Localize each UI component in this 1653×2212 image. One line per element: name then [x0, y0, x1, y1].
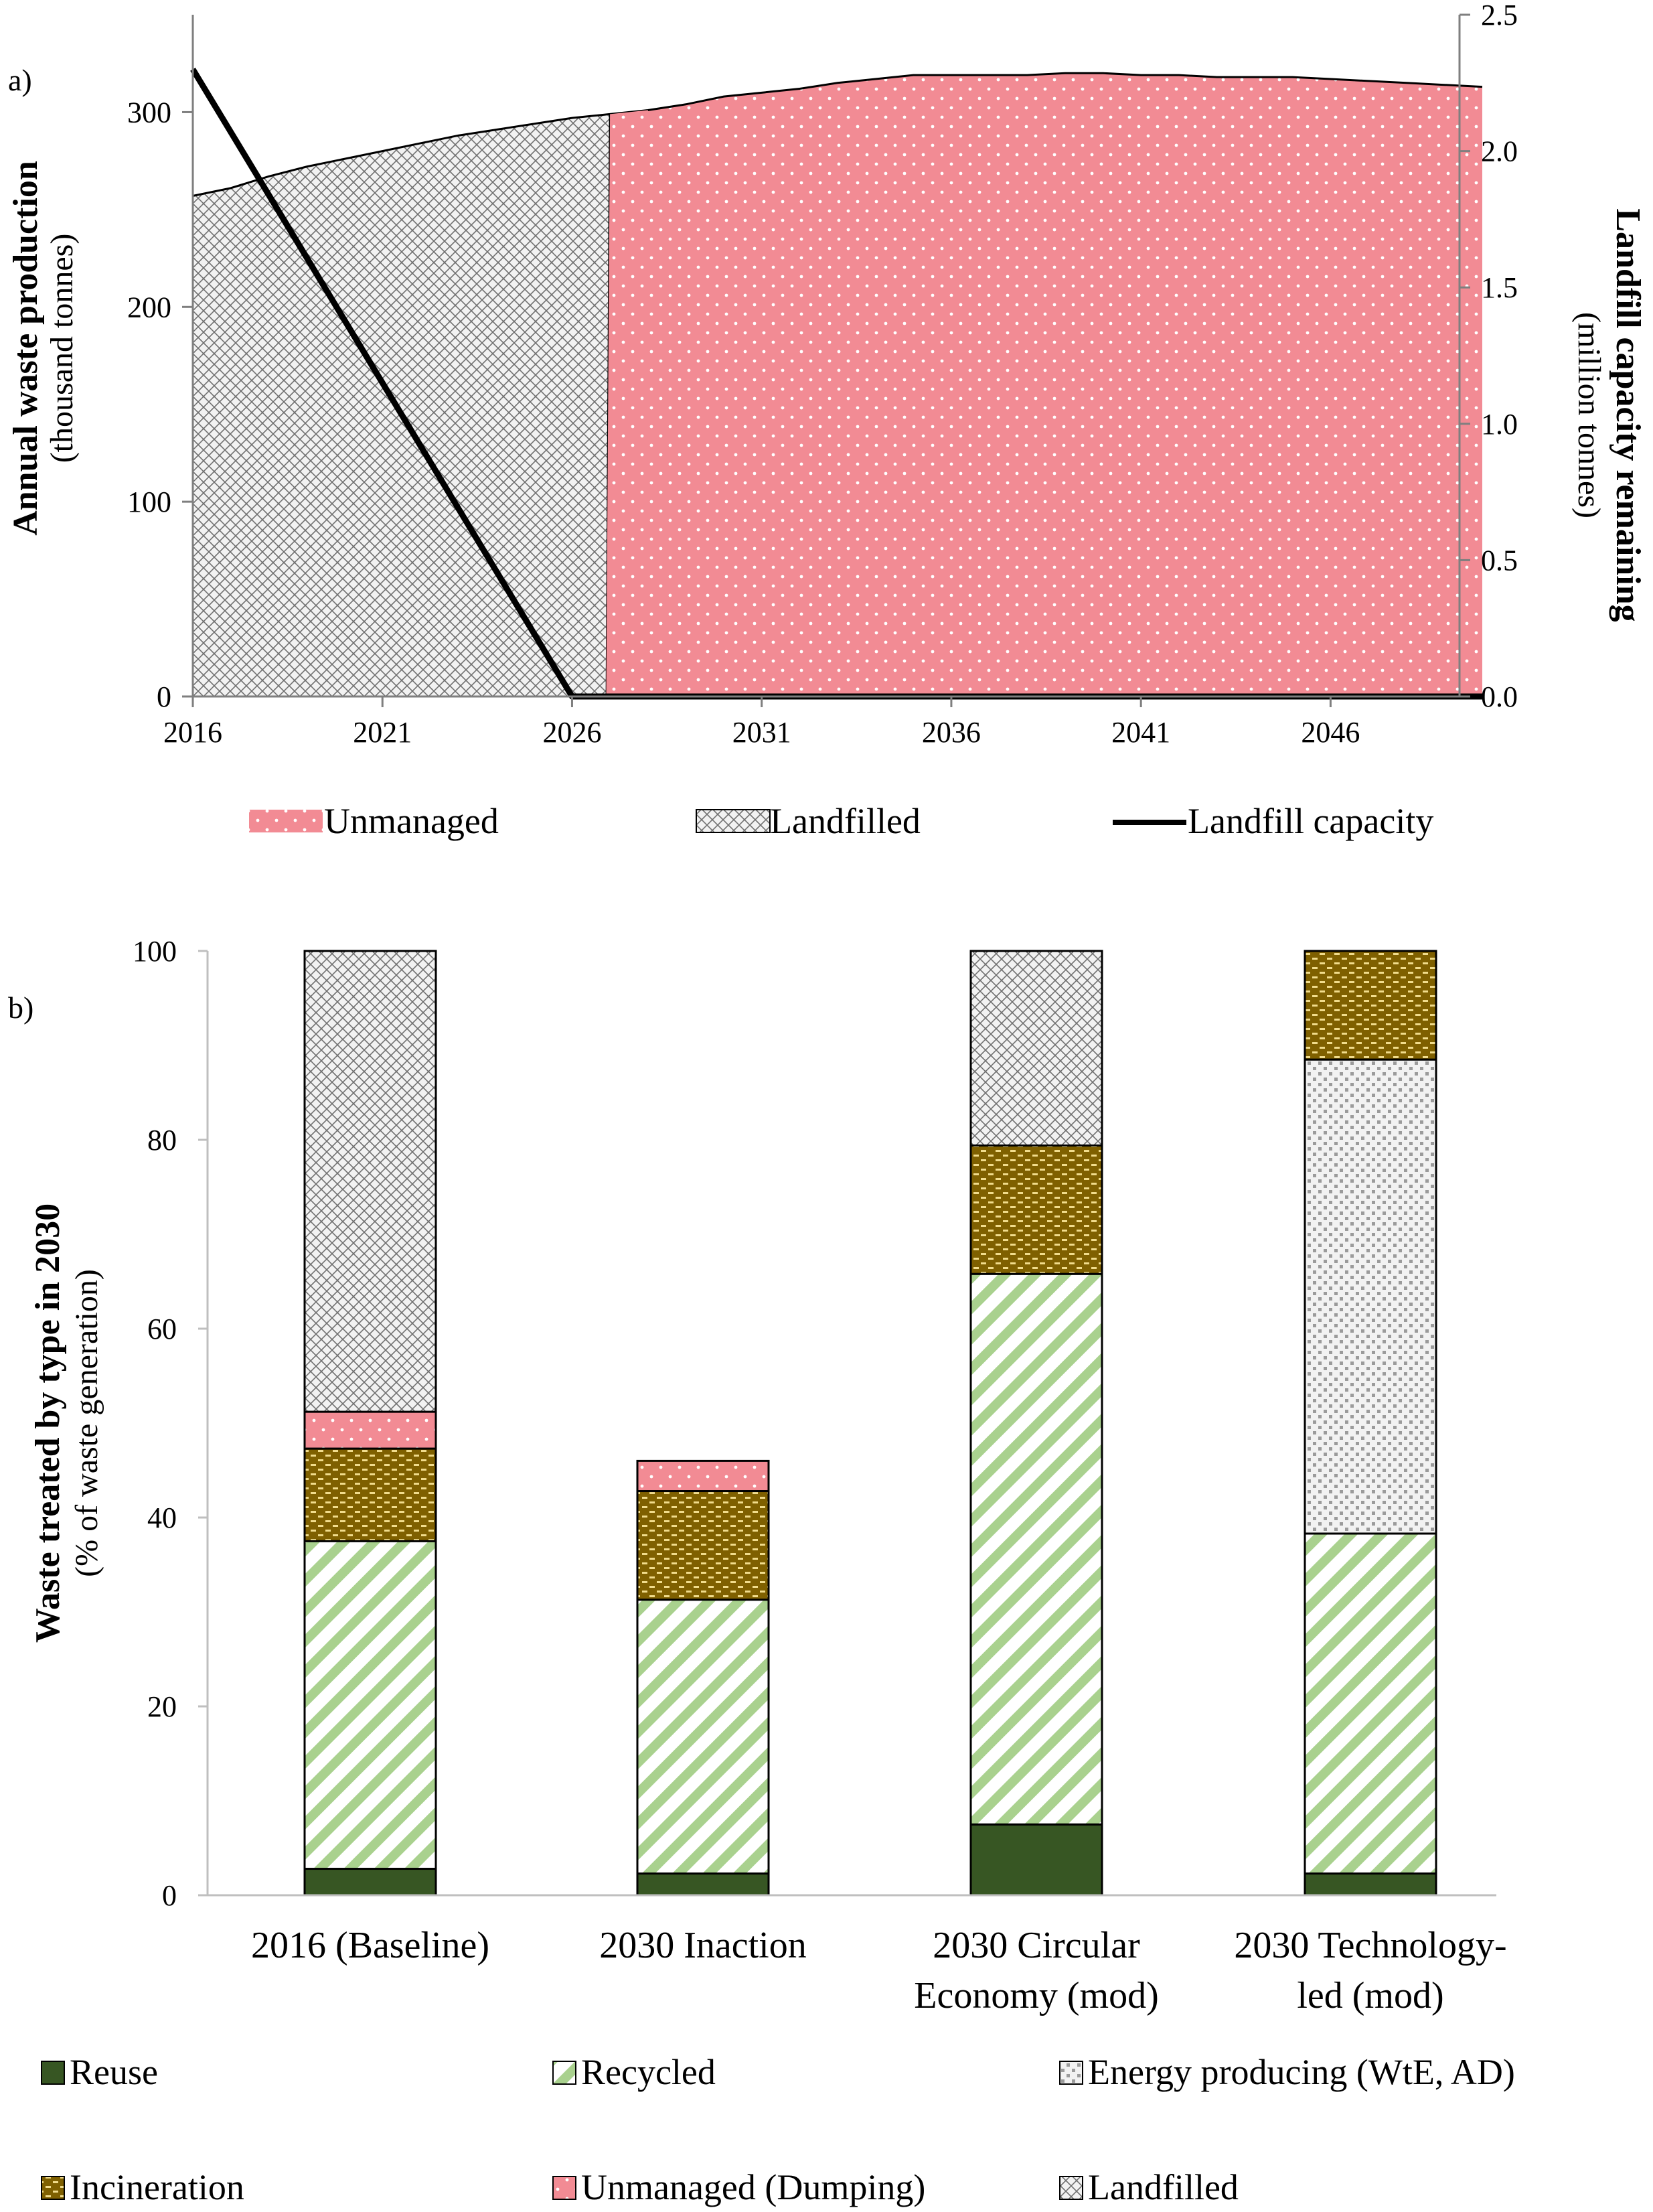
tick-label-left-100: 100 [127, 486, 171, 518]
tick-label-left-300: 300 [127, 96, 171, 129]
legend-label-landfill-capacity: Landfill capacity [1188, 801, 1433, 841]
panel-b-axes: 0 20 40 60 80 100 [133, 935, 1496, 1912]
legend-item-incineration: Incineration [41, 2167, 244, 2207]
area-unmanaged [610, 73, 1482, 696]
legend-swatch-energy-producing [1059, 2061, 1083, 2085]
bar-2030-inaction-incineration [636, 1490, 770, 1601]
tick-label-x-2021: 2021 [353, 716, 412, 749]
panel-b-letter: b) [8, 990, 33, 1025]
bar-2030-circular-economy-mod-incineration [969, 1144, 1103, 1275]
legend-label-incineration: Incineration [70, 2167, 244, 2207]
bar-2030-inaction-recycled [636, 1599, 770, 1875]
panel-a-letter: a) [8, 63, 32, 97]
tick-label-right-2-5: 2.5 [1481, 0, 1518, 31]
legend-label-unmanaged-dumping: Unmanaged (Dumping) [581, 2167, 925, 2207]
category-label-4-line-1: 2030 Technology- [1234, 1925, 1506, 1966]
legend-item-landfilled: Landfilled [696, 801, 921, 841]
bar-2016-baseline-incineration [303, 1447, 437, 1542]
panel-b-category-labels: 2016 (Baseline) 2030 Inaction 2030 Circula… [251, 1925, 1507, 2016]
bar-2030-circular-economy-mod-recycled [969, 1272, 1103, 1826]
bar-2030-circular-economy-mod-landfilled [969, 950, 1103, 1147]
category-label-1-line-1: 2016 (Baseline) [251, 1925, 489, 1966]
legend-swatch-unmanaged [249, 810, 323, 832]
bar-2016-baseline-unmanaged-dumping [303, 1410, 437, 1450]
tick-label-right-0-0: 0.0 [1481, 680, 1518, 713]
panel-a-left-axis-title: Annual waste production [7, 161, 45, 536]
bar-2030-technology-led-mod-recycled [1304, 1532, 1437, 1875]
tick-label-b-20: 20 [147, 1690, 177, 1723]
bar-2016-baseline-reuse [303, 1868, 437, 1897]
area-landfilled [193, 114, 611, 696]
panel-a-chart: a) 0 100 200 300 0.0 0.5 1.0 1.5 2.0 2.5 2016 2021 2… [7, 0, 1647, 841]
tick-label-b-60: 60 [147, 1313, 177, 1345]
area-unmanaged-ramp [606, 110, 648, 696]
bar-2030-inaction-reuse [636, 1872, 770, 1897]
panel-a-areas [192, 72, 1483, 697]
tick-label-x-2016: 2016 [163, 716, 222, 749]
tick-label-right-1-5: 1.5 [1481, 271, 1518, 304]
legend-label-unmanaged: Unmanaged [324, 801, 499, 841]
bar-2030-technology-led-mod-incineration [1304, 950, 1437, 1061]
legend-label-landfilled: Landfilled [770, 801, 921, 841]
legend-swatch-landfilled [696, 809, 771, 833]
tick-label-x-2041: 2041 [1111, 716, 1170, 749]
legend-swatch-reuse [41, 2061, 65, 2085]
legend-label-recycled: Recycled [581, 2052, 716, 2092]
bar-2030-circular-economy-mod-reuse [969, 1823, 1103, 1897]
tick-label-b-0: 0 [162, 1879, 177, 1912]
tick-label-left-0: 0 [157, 680, 171, 713]
legend-item-unmanaged-dumping: Unmanaged (Dumping) [552, 2167, 925, 2207]
panel-a-axes: 0 100 200 300 0.0 0.5 1.0 1.5 2.0 2.5 2016 2021 2026… [127, 0, 1518, 749]
bar-2030-technology-led-mod-reuse [1304, 1872, 1437, 1897]
area-outline-landfilled [192, 113, 611, 197]
panel-a-right-axis-title: Landfill capacity remaining [1609, 208, 1647, 621]
tick-label-x-2031: 2031 [732, 716, 791, 749]
tick-label-b-80: 80 [147, 1124, 177, 1157]
tick-label-b-100: 100 [133, 935, 177, 968]
legend-item-landfilled-b: Landfilled [1059, 2167, 1239, 2207]
panel-a-left-axis-unit: (thousand tonnes) [44, 234, 80, 463]
legend-label-energy-producing: Energy producing (WtE, AD) [1088, 2052, 1515, 2092]
legend-swatch-incineration [41, 2176, 65, 2200]
panel-b-chart: b) 0 20 40 60 80 100 2016 (Baseline) 2030 Inac… [8, 935, 1515, 2207]
panel-b-axis-unit: (% of waste generation) [69, 1269, 104, 1577]
bar-2016-baseline-landfilled [303, 950, 437, 1413]
tick-label-left-200: 200 [127, 291, 171, 323]
bar-2016-baseline-recycled [303, 1540, 437, 1870]
tick-label-right-1-0: 1.0 [1481, 408, 1518, 441]
legend-swatch-unmanaged-dumping [552, 2176, 576, 2200]
area-outline-unmanaged [647, 72, 1483, 112]
legend-item-landfill-capacity: Landfill capacity [1113, 801, 1433, 841]
panel-b-legend: Reuse Recycled Energy producing (WtE, AD… [41, 2052, 1515, 2207]
tick-label-right-0-5: 0.5 [1481, 544, 1518, 577]
tick-label-x-2046: 2046 [1301, 716, 1360, 749]
legend-item-recycled: Recycled [552, 2052, 716, 2092]
bar-2030-inaction-unmanaged-dumping [636, 1459, 770, 1493]
legend-item-reuse: Reuse [41, 2052, 158, 2092]
tick-label-right-2-0: 2.0 [1481, 135, 1518, 168]
category-label-4-line-2: led (mod) [1297, 1975, 1443, 2016]
tick-label-x-2036: 2036 [922, 716, 981, 749]
legend-swatch-recycled [552, 2061, 576, 2085]
panel-a-legend: Unmanaged Landfilled Landfill capacity [249, 801, 1433, 841]
panel-b-bars [303, 950, 1437, 1897]
legend-item-energy-producing: Energy producing (WtE, AD) [1059, 2052, 1515, 2092]
panel-b-axis-title: Waste treated by type in 2030 [29, 1203, 67, 1643]
category-label-2-line-1: 2030 Inaction [599, 1925, 806, 1966]
tick-label-b-40: 40 [147, 1501, 177, 1534]
legend-swatch-landfilled-b [1059, 2176, 1083, 2200]
bar-2030-technology-led-mod-energy-producing-wte-ad [1304, 1058, 1437, 1535]
category-label-3-line-1: 2030 Circular [933, 1925, 1140, 1966]
tick-label-x-2026: 2026 [542, 716, 601, 749]
panel-a-right-axis-unit: (million tonnes) [1571, 312, 1607, 518]
legend-item-unmanaged: Unmanaged [249, 801, 499, 841]
category-label-3-line-2: Economy (mod) [914, 1975, 1158, 2016]
legend-label-reuse: Reuse [70, 2052, 158, 2092]
legend-label-landfilled-b: Landfilled [1088, 2167, 1239, 2207]
